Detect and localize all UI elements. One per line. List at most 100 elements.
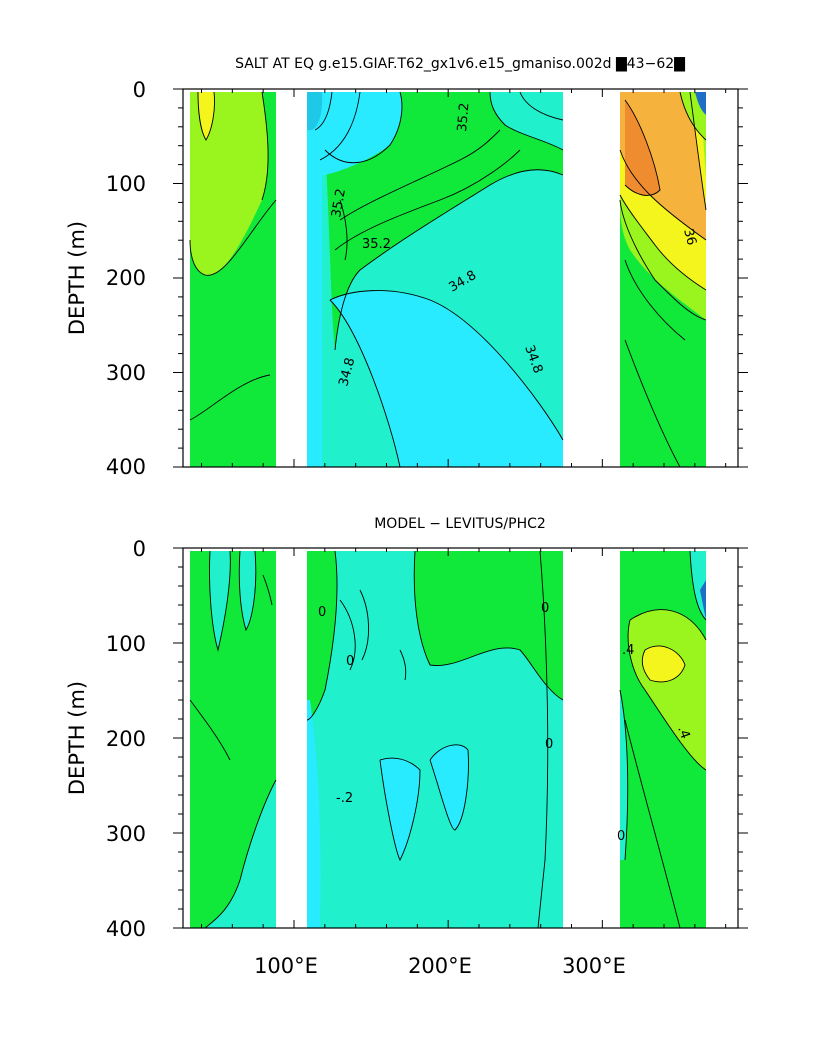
ticks-bottom-panel [173,547,748,929]
contour-line [537,550,549,928]
panel-salinity: SALT AT EQ g.e15.GIAF.T62_gx1v6.e15_gman… [65,56,748,479]
pacific-basin-salinity [307,92,563,467]
contour-line [324,91,403,164]
difference-region [380,758,420,860]
contour-line [624,719,681,928]
contour-line [329,290,564,441]
indian-basin-difference [190,551,276,928]
contour-label: -.2 [336,791,353,806]
salinity-region [490,92,563,150]
contour-line [329,299,401,467]
contour-line [641,645,686,683]
contour-label: 0 [346,654,354,669]
contour-line [489,91,564,151]
y-tick-label: 300 [106,822,146,846]
contour-line [261,91,269,201]
panel-title-salinity: SALT AT EQ g.e15.GIAF.T62_gx1v6.e15_gman… [235,56,685,72]
atlantic-basin-salinity [620,92,706,467]
panel-model-minus-levitus: MODEL − LEVITUS/PHC2 [65,516,748,978]
contour-line [619,194,707,291]
contour-line [379,757,421,862]
difference-region [209,551,231,650]
contour-line [339,199,348,261]
contour-line [399,649,407,681]
contour-label: 0 [545,737,553,752]
difference-region [307,551,337,720]
salinity-region [307,92,323,130]
contour-line [629,609,707,641]
contour-line [209,550,231,652]
contour-label: 35.2 [329,188,349,219]
difference-region [307,700,321,928]
contour-line [619,689,629,861]
difference-region [620,690,628,860]
y-axis-difference: 0 100 200 300 400 DEPTH (m) [65,537,146,941]
panel-title-difference: MODEL − LEVITUS/PHC2 [374,516,546,532]
difference-region [430,744,469,830]
salinity-region [695,92,706,115]
contour-line [627,619,707,771]
x-tick-label: 200°E [408,954,472,978]
x-axis-difference: 100°E 200°E 300°E [254,954,626,978]
contour-line [339,599,356,671]
y-tick-label: 0 [133,78,146,102]
y-tick-label: 100 [106,172,146,196]
contour-label: 0 [617,829,625,844]
x-tick-label: 300°E [562,954,626,978]
contour-label: .4 [674,724,692,741]
contour-line [319,91,361,161]
contour-line [619,199,707,321]
salinity-region [307,92,402,175]
contour-label: .4 [622,643,634,658]
y-axis-salinity: 0 100 200 300 400 DEPTH (m) [65,78,146,479]
contour-line [429,744,469,831]
y-axis-label: DEPTH (m) [65,681,89,795]
contour-label: 34.8 [336,356,358,388]
contour-line [204,779,277,928]
y-tick-label: 200 [106,266,146,290]
y-tick-label: 100 [106,632,146,656]
contour-label: 0 [541,601,549,616]
contour-line [624,259,686,341]
salinity-region [625,100,660,196]
contour-line [262,574,273,606]
contour-label: 36 [680,227,699,247]
contour-line [334,149,521,251]
salinity-field: 35.2 35.2 35.2 34.8 34.8 34.8 36 [189,91,707,467]
salinity-region [307,175,322,467]
contour-line [689,550,707,621]
x-tick-label: 100°E [254,954,318,978]
contour-line [689,91,707,211]
difference-region [642,645,685,682]
difference-contour-labels: 0 0 0 0 0 .4 .4 -.2 [318,601,693,844]
contour-line [238,550,257,632]
salinity-contours [189,91,707,467]
pacific-basin-difference [307,551,563,928]
difference-field: 0 0 0 0 0 .4 .4 -.2 [189,550,707,928]
contour-line [339,129,501,221]
atlantic-basin-difference [620,551,706,928]
salinity-region [190,92,269,276]
contour-line [189,699,231,761]
contour-label: 35.2 [362,237,391,252]
contour-line [334,169,564,351]
ticks-top-panel [173,88,748,468]
contour-line [624,339,681,467]
y-tick-label: 0 [133,537,146,561]
y-tick-label: 200 [106,727,146,751]
difference-contours [189,550,707,928]
contour-line [679,91,707,141]
y-axis-label: DEPTH (m) [65,221,89,335]
y-tick-label: 400 [106,455,146,479]
y-tick-label: 300 [106,361,146,385]
contour-line [314,91,333,131]
difference-region [700,580,706,620]
difference-region [190,551,276,928]
difference-region [690,551,706,620]
salinity-region [198,92,215,140]
contour-line [413,550,564,701]
salinity-region [330,290,563,467]
contour-label: 0 [318,605,326,620]
contour-line [359,589,370,661]
